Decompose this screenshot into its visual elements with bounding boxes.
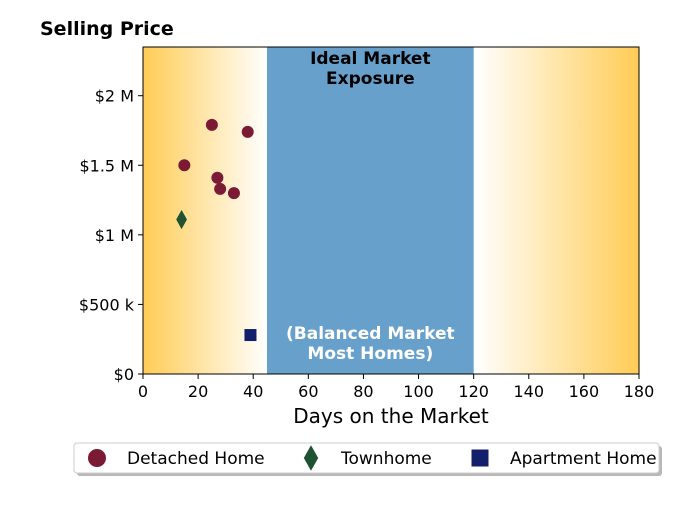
- data-point: [214, 182, 227, 195]
- x-tick-label: 180: [624, 382, 655, 401]
- y-tick-label: $2 M: [95, 87, 134, 106]
- legend-label: Apartment Home: [510, 449, 657, 469]
- band-labels: Ideal Market Exposure (Balanced Market M…: [286, 49, 455, 364]
- data-point: [205, 118, 218, 131]
- plot-area: Ideal Market Exposure (Balanced Market M…: [142, 46, 640, 375]
- band-subtitle-line: Most Homes): [307, 344, 433, 364]
- data-point: [241, 125, 254, 138]
- y-axis: $0 $500 k $1 M $1.5 M $2 M: [79, 87, 143, 384]
- y-tick-label: $0: [114, 365, 134, 384]
- legend-box: [73, 442, 660, 474]
- band-title-line: Exposure: [326, 69, 415, 89]
- data-points: [176, 118, 257, 342]
- x-tick-label: 160: [569, 382, 600, 401]
- data-point: [211, 171, 224, 184]
- x-axis: 0 20 40 60 80 100 120 140 160 180: [138, 374, 654, 401]
- x-axis-title: Days on the Market: [293, 404, 489, 428]
- legend-label: Detached Home: [127, 449, 265, 469]
- data-point: [178, 159, 191, 172]
- y-tick-label: $1 M: [95, 226, 134, 245]
- y-tick-label: $1.5 M: [79, 156, 134, 175]
- band-title-line: Ideal Market: [310, 49, 431, 69]
- x-tick-label: 0: [138, 382, 148, 401]
- legend-label: Townhome: [340, 449, 432, 469]
- y-tick-label: $500 k: [79, 295, 135, 314]
- legend-marker: [471, 449, 489, 467]
- y-axis-title: Selling Price: [40, 18, 174, 40]
- x-tick-label: 40: [243, 382, 263, 401]
- x-tick-label: 60: [298, 382, 318, 401]
- x-tick-label: 80: [353, 382, 373, 401]
- legend-marker: [303, 445, 319, 471]
- x-tick-label: 140: [514, 382, 545, 401]
- plot-frame: [142, 46, 640, 375]
- legend-marker: [88, 449, 106, 467]
- x-tick-label: 20: [188, 382, 208, 401]
- x-tick-label: 100: [403, 382, 434, 401]
- legend: Detached Home Townhome Apartment Home: [73, 442, 662, 476]
- band-subtitle-line: (Balanced Market: [286, 324, 455, 344]
- legend-items: Detached Home Townhome Apartment Home: [88, 445, 657, 471]
- data-point: [176, 209, 187, 230]
- x-tick-label: 120: [458, 382, 489, 401]
- data-point: [244, 329, 257, 342]
- data-point: [227, 187, 240, 200]
- ideal-exposure-band: [267, 47, 474, 374]
